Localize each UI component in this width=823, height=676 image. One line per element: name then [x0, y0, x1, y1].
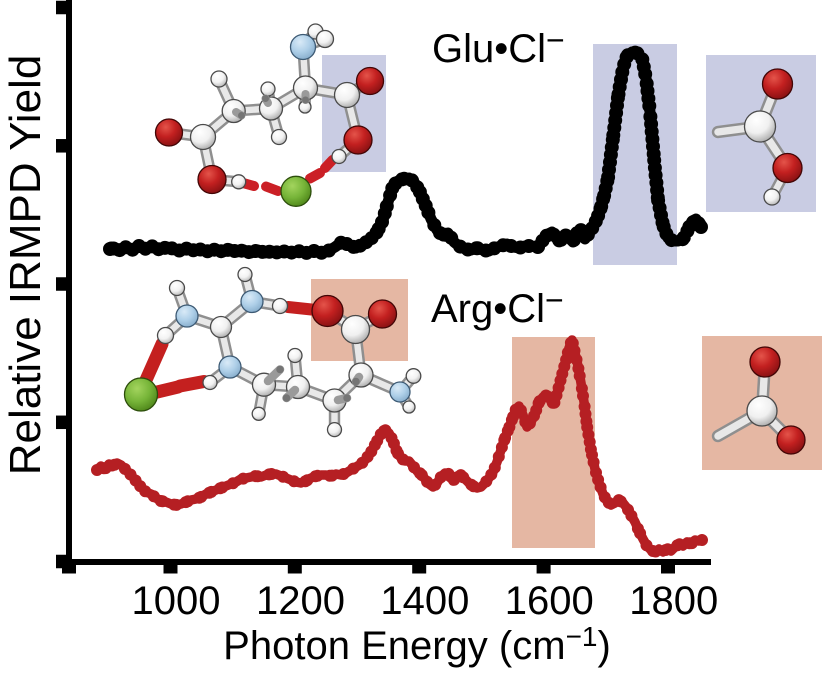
svg-text:1200: 1200 — [256, 579, 345, 623]
svg-text:1400: 1400 — [380, 579, 469, 623]
svg-text:Photon Energy (cm−1): Photon Energy (cm−1) — [223, 621, 611, 668]
svg-text:1600: 1600 — [505, 579, 594, 623]
svg-text:Relative IRMPD Yield: Relative IRMPD Yield — [1, 55, 50, 476]
svg-text:Arg•Cl−: Arg•Cl− — [431, 282, 564, 331]
svg-text:1800: 1800 — [629, 579, 718, 623]
svg-text:Glu•Cl−: Glu•Cl− — [432, 22, 565, 71]
svg-text:1000: 1000 — [132, 579, 221, 623]
